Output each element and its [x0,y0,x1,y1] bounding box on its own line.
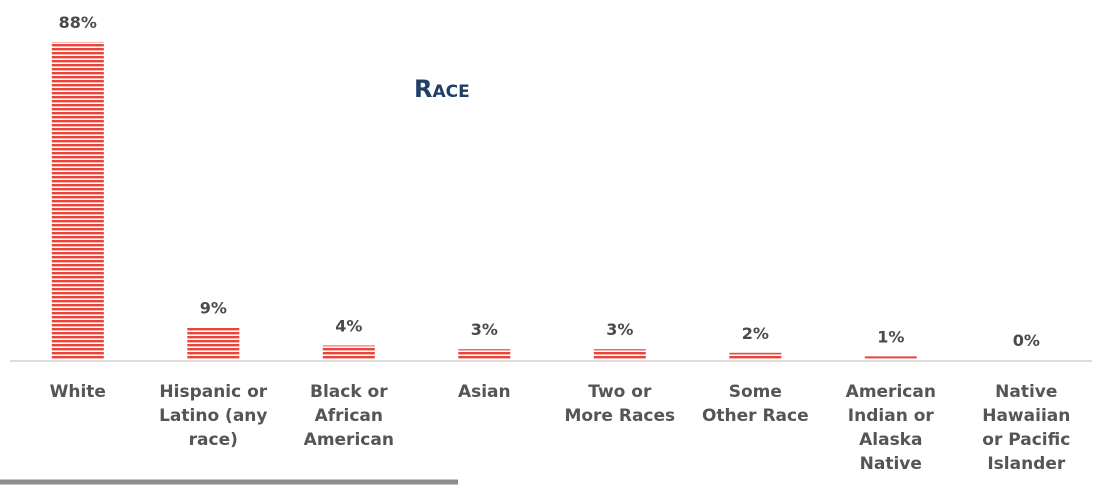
category-label-line: Native [860,454,922,474]
category-label: Black or African American [304,382,394,450]
bar [593,349,646,360]
category-label-line: African [315,406,383,426]
category-label: Some Other Race [702,382,809,426]
category-label-line: Alaska [859,430,922,450]
category-label-line: Asian [458,382,511,402]
bar [51,42,104,360]
value-labels-group: 88% 9% 4% 3% 3% 2% 1% 0% [59,13,1040,350]
category-label-line: or Pacific [982,430,1070,450]
bar-value-label: 1% [877,327,904,346]
category-label: Asian [458,382,511,402]
category-label-line: Indian or [848,406,935,426]
category-label-line: race) [189,430,238,450]
bar-value-label: 0% [1013,331,1040,350]
category-label: American Indian or Alaska Native [846,382,936,474]
category-label-line: Native [995,382,1057,402]
category-label-line: Some [729,382,782,402]
category-label: Two or More Races [564,382,675,426]
category-label: White [50,382,106,402]
bar-value-label: 9% [200,299,227,318]
bar-value-label: 88% [59,13,97,32]
category-labels-group: White Hispanic or Latino (any race) Black or… [50,382,1071,474]
bar [458,349,511,360]
bar [187,327,240,360]
category-label-line: White [50,382,106,402]
bar [729,352,782,360]
category-label-line: Black or [310,382,388,402]
category-label: Native Hawaiian or Pacific Islander [982,382,1070,474]
bar [322,345,375,360]
bar-value-label: 3% [471,320,498,339]
category-label-line: Hawaiian [982,406,1070,426]
bars-group [51,42,917,360]
category-label-line: American [304,430,394,450]
bar-value-label: 3% [606,320,633,339]
category-label-line: More Races [564,406,675,426]
category-label-line: American [846,382,936,402]
bar [864,356,917,360]
category-label: Hispanic or Latino (any race) [159,382,268,450]
category-label-line: Hispanic or [159,382,267,402]
chart-title: Race [414,75,470,103]
category-label-line: Two or [588,382,652,402]
bar-value-label: 4% [335,317,362,336]
category-label-line: Islander [987,454,1066,474]
category-label-line: Other Race [702,406,809,426]
category-label-line: Latino (any [159,406,267,426]
bar-value-label: 2% [742,324,769,343]
